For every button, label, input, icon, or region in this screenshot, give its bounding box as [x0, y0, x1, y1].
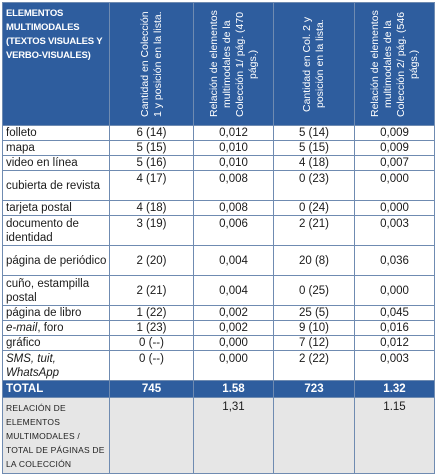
row-count-col1: 5 (16)	[109, 155, 194, 171]
row-ratio-col2: 0,000	[354, 275, 435, 306]
row-count-col2: 0 (23)	[273, 170, 355, 201]
row-count-col1: 0 (--)	[109, 335, 194, 351]
row-ratio-col2: 0,003	[354, 350, 435, 381]
row-count-col2: 0 (24)	[273, 200, 355, 216]
row-count-col2: 0 (25)	[273, 275, 355, 306]
row-ratio-col1: 0,002	[193, 320, 274, 336]
row-ratio-col2: 0,009	[354, 125, 435, 141]
header-ratio-col2: Relación de elementos multimodales de la…	[354, 2, 435, 126]
ratio-count-col1	[109, 397, 194, 474]
total-row: TOTAL 745 1.58 723 1.32	[2, 380, 435, 398]
row-ratio-col2: 0,016	[354, 320, 435, 336]
row-name: página de libro	[2, 305, 110, 321]
ratio-label: RELACIÓN DE ELEMENTOS MULTIMODALES / TOT…	[2, 397, 110, 474]
row-count-col2: 5 (15)	[273, 140, 355, 156]
table-row: gráfico 0 (--) 0,000 7 (12) 0,012	[2, 335, 435, 351]
row-ratio-col2: 0,012	[354, 335, 435, 351]
header-count-col1: Cantidad en Colección 1 y posición en la…	[109, 2, 194, 126]
row-name: video en línea	[2, 155, 110, 171]
row-count-col2: 9 (10)	[273, 320, 355, 336]
total-count-col2: 723	[273, 380, 355, 398]
row-count-col2: 25 (5)	[273, 305, 355, 321]
row-ratio-col1: 0,008	[193, 200, 274, 216]
row-ratio-col2: 0,009	[354, 140, 435, 156]
row-count-col1: 0 (--)	[109, 350, 194, 381]
row-name: página de periódico	[2, 245, 110, 276]
row-name: SMS, tuit, WhatsApp	[2, 350, 110, 381]
table-row: página de periódico 2 (20) 0,004 20 (8) …	[2, 245, 435, 276]
row-count-col1: 4 (17)	[109, 170, 194, 201]
row-count-col1: 1 (23)	[109, 320, 194, 336]
header-count-col2-label: Cantidad en Col. 2 y posición en la list…	[301, 16, 326, 112]
row-count-col2: 7 (12)	[273, 335, 355, 351]
ratio-value-col2: 1.15	[354, 397, 435, 474]
total-label: TOTAL	[2, 380, 110, 398]
row-name-rest: , foro	[37, 322, 64, 334]
row-count-col2: 20 (8)	[273, 245, 355, 276]
row-count-col1: 3 (19)	[109, 215, 194, 246]
row-ratio-col2: 0,003	[354, 215, 435, 246]
row-name: cubierta de revista	[2, 170, 110, 201]
row-name: cuño, estampilla postal	[2, 275, 110, 306]
header-elements: ELEMENTOS MULTIMODALES (TEXTOS VISUALES …	[2, 2, 110, 126]
row-ratio-col1: 0,010	[193, 140, 274, 156]
row-count-col1: 2 (21)	[109, 275, 194, 306]
row-ratio-col1: 0,002	[193, 305, 274, 321]
header-count-col1-label: Cantidad en Colección 1 y posición en la…	[138, 11, 164, 117]
total-ratio-col1: 1.58	[193, 380, 274, 398]
table-row: cuño, estampilla postal 2 (21) 0,004 0 (…	[2, 275, 435, 306]
row-ratio-col1: 0,004	[193, 245, 274, 276]
row-count-col2: 4 (18)	[273, 155, 355, 171]
header-ratio-col1: Relación de elementos multimodales de la…	[193, 2, 274, 126]
table-row: mapa 5 (15) 0,010 5 (15) 0,009	[2, 140, 435, 156]
row-count-col2: 2 (22)	[273, 350, 355, 381]
row-count-col2: 5 (14)	[273, 125, 355, 141]
row-ratio-col1: 0,008	[193, 170, 274, 201]
row-name-italic: e-mail	[6, 322, 38, 334]
row-ratio-col1: 0,010	[193, 155, 274, 171]
row-count-col2: 2 (21)	[273, 215, 355, 246]
row-count-col1: 1 (22)	[109, 305, 194, 321]
row-count-col1: 2 (20)	[109, 245, 194, 276]
row-name: e-mail, foro	[2, 320, 110, 336]
row-ratio-col1: 0,012	[193, 125, 274, 141]
table-row: cubierta de revista 4 (17) 0,008 0 (23) …	[2, 170, 435, 201]
total-ratio-col2: 1.32	[354, 380, 435, 398]
ratio-count-col2	[273, 397, 355, 474]
table-row: e-mail, foro 1 (23) 0,002 9 (10) 0,016	[2, 320, 435, 336]
row-name: documento de identidad	[2, 215, 110, 246]
row-ratio-col1: 0,004	[193, 275, 274, 306]
table-row: SMS, tuit, WhatsApp 0 (--) 0,000 2 (22) …	[2, 350, 435, 381]
row-name: gráfico	[2, 335, 110, 351]
row-ratio-col2: 0,007	[354, 155, 435, 171]
table-row: video en línea 5 (16) 0,010 4 (18) 0,007	[2, 155, 435, 171]
total-count-col1: 745	[109, 380, 194, 398]
row-name: mapa	[2, 140, 110, 156]
header-ratio-col2-label: Relación de elementos multimodales de la…	[368, 10, 420, 118]
ratio-value-col1: 1,31	[193, 397, 274, 474]
row-ratio-col2: 0,045	[354, 305, 435, 321]
row-ratio-col1: 0,006	[193, 215, 274, 246]
table-row: tarjeta postal 4 (18) 0,008 0 (24) 0,000	[2, 200, 435, 216]
table-row: documento de identidad 3 (19) 0,006 2 (2…	[2, 215, 435, 246]
row-count-col1: 4 (18)	[109, 200, 194, 216]
row-ratio-col2: 0,000	[354, 200, 435, 216]
row-ratio-col2: 0,000	[354, 170, 435, 201]
row-count-col1: 6 (14)	[109, 125, 194, 141]
header-ratio-col1-label: Relación de elementos multimodales de la…	[207, 10, 259, 118]
row-count-col1: 5 (15)	[109, 140, 194, 156]
table-row: folleto 6 (14) 0,012 5 (14) 0,009	[2, 125, 435, 141]
header-count-col2: Cantidad en Col. 2 y posición en la list…	[273, 2, 355, 126]
row-ratio-col1: 0,000	[193, 335, 274, 351]
row-name: folleto	[2, 125, 110, 141]
ratio-row: RELACIÓN DE ELEMENTOS MULTIMODALES / TOT…	[2, 397, 435, 474]
row-ratio-col2: 0,036	[354, 245, 435, 276]
row-name: tarjeta postal	[2, 200, 110, 216]
row-ratio-col1: 0,000	[193, 350, 274, 381]
table-row: página de libro 1 (22) 0,002 25 (5) 0,04…	[2, 305, 435, 321]
header-row: ELEMENTOS MULTIMODALES (TEXTOS VISUALES …	[2, 2, 435, 126]
